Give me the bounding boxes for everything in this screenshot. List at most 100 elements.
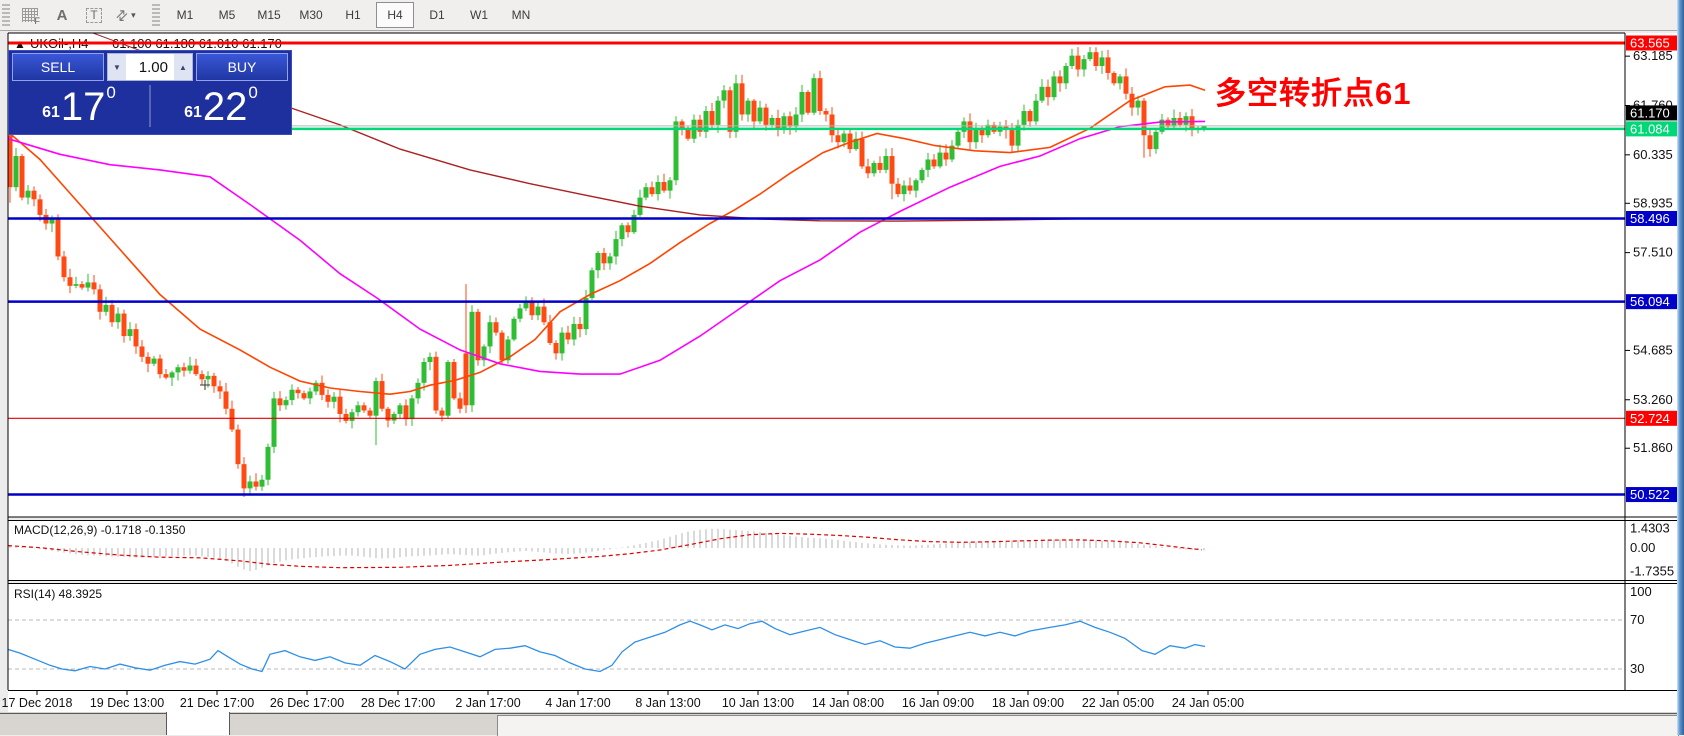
candle-body	[307, 391, 313, 399]
candle-body	[133, 329, 139, 347]
time-label[interactable]: 18 Jan 09:00	[992, 696, 1064, 710]
time-axis-background	[8, 691, 1677, 712]
panel-borders	[7, 32, 1677, 691]
candle-body	[535, 306, 541, 316]
macd-panel-background[interactable]	[8, 521, 1625, 580]
candle-body	[895, 183, 901, 195]
candle-body	[367, 410, 373, 416]
hline-layer	[8, 41, 1625, 496]
candle-body	[223, 391, 229, 409]
candle-body	[883, 156, 889, 170]
time-label[interactable]: 21 Dec 17:00	[180, 696, 254, 710]
tab-timeframe-h1[interactable]: H1	[345, 8, 361, 22]
time-label[interactable]: 24 Jan 05:00	[1172, 696, 1244, 710]
sell-button[interactable]: SELL	[12, 53, 104, 81]
candle-body	[139, 346, 145, 357]
candle-body	[55, 218, 61, 257]
time-label[interactable]: 22 Jan 05:00	[1082, 696, 1154, 710]
candle-body	[907, 185, 913, 191]
candle-body	[679, 121, 685, 129]
time-axis: 17 Dec 2018 19 Dec 13:00 21 Dec 17:00 26 De…	[2, 691, 1244, 710]
candle-body	[499, 332, 505, 361]
candle-body	[283, 400, 289, 406]
candle-body	[1015, 124, 1021, 146]
price-badge	[1626, 294, 1677, 310]
candle-body	[595, 252, 601, 271]
price-badge	[1626, 210, 1677, 226]
candle-body	[1063, 66, 1069, 84]
rsi-axis-label: 70	[1630, 612, 1644, 627]
candle-body	[871, 162, 877, 174]
tab-timeframe-w1[interactable]: W1	[470, 8, 488, 22]
price-badge	[1626, 121, 1677, 137]
active-chart-tab[interactable]	[166, 712, 230, 735]
volume-input[interactable]: 1.00	[126, 54, 174, 80]
text-box-button[interactable]: T	[80, 2, 108, 28]
volume-increase-button[interactable]: ▲	[174, 54, 192, 80]
candle-body	[715, 100, 721, 125]
toolbar-grip[interactable]	[2, 4, 10, 26]
candle-body	[247, 481, 253, 489]
candle-body	[979, 128, 985, 136]
candle-body	[253, 481, 259, 487]
price-axis-background[interactable]	[1625, 33, 1677, 712]
time-label[interactable]: 28 Dec 17:00	[361, 696, 435, 710]
candle-body	[919, 169, 925, 181]
macd-layer	[7, 528, 1205, 572]
tab-timeframe-m15[interactable]: M15	[257, 8, 281, 22]
time-label[interactable]: 16 Jan 09:00	[902, 696, 974, 710]
tab-timeframe-m5[interactable]: M5	[218, 8, 236, 22]
price-badge-label: 56.094	[1630, 294, 1670, 309]
candle-body	[439, 410, 445, 416]
candle-body	[529, 301, 535, 316]
candle-body	[79, 284, 85, 288]
time-label[interactable]: 14 Jan 08:00	[812, 696, 884, 710]
time-label[interactable]: 26 Dec 17:00	[270, 696, 344, 710]
sell-price[interactable]: 61 17 0	[9, 81, 149, 131]
price-badge	[1626, 105, 1677, 121]
candle-body	[523, 301, 529, 309]
tab-timeframe-mn[interactable]: MN	[511, 8, 531, 22]
cursor-tool-button[interactable]: ⇄ ▾	[112, 2, 140, 28]
candle-body	[547, 322, 553, 343]
tab-timeframe-m30[interactable]: M30	[299, 8, 323, 22]
candle-body	[421, 362, 427, 383]
rsi-panel-background[interactable]	[8, 584, 1625, 690]
candle-body	[655, 181, 661, 195]
tab-timeframe-d1[interactable]: D1	[429, 8, 445, 22]
time-label[interactable]: 4 Jan 17:00	[545, 696, 610, 710]
candle-body	[619, 225, 625, 240]
terminal-pane-edge	[497, 715, 1679, 736]
candle-body	[313, 382, 319, 392]
candle-body	[553, 342, 559, 354]
tab-timeframe-h4[interactable]: H4	[376, 2, 414, 28]
candle-body	[427, 356, 433, 363]
candle-body	[205, 375, 211, 380]
indicators-grid-button[interactable]: F	[16, 2, 44, 28]
candle-body	[1081, 59, 1087, 70]
time-label[interactable]: 17 Dec 2018	[2, 696, 73, 710]
candle-body	[1105, 57, 1111, 73]
time-label[interactable]: 8 Jan 13:00	[635, 696, 700, 710]
price-badge	[1626, 35, 1677, 51]
candle-body	[235, 429, 241, 465]
candle-body	[685, 128, 691, 139]
buy-price[interactable]: 61 22 0	[151, 81, 291, 131]
candle-body	[943, 152, 949, 160]
tab-timeframe-m1[interactable]: M1	[176, 8, 194, 22]
price-badge	[1626, 410, 1677, 426]
candle-body	[733, 83, 739, 132]
text-label-button[interactable]: A	[48, 2, 76, 28]
candle-body	[343, 413, 349, 421]
time-label[interactable]: 2 Jan 17:00	[455, 696, 520, 710]
volume-decrease-button[interactable]: ▼	[108, 54, 126, 80]
time-label[interactable]: 19 Dec 13:00	[90, 696, 164, 710]
candle-body	[631, 214, 637, 233]
buy-button[interactable]: BUY	[196, 53, 288, 81]
candle-body	[193, 365, 199, 375]
time-label[interactable]: 10 Jan 13:00	[722, 696, 794, 710]
candle-body	[721, 90, 727, 101]
candle-body	[103, 304, 109, 312]
ma-slow-line	[289, 106, 1101, 222]
